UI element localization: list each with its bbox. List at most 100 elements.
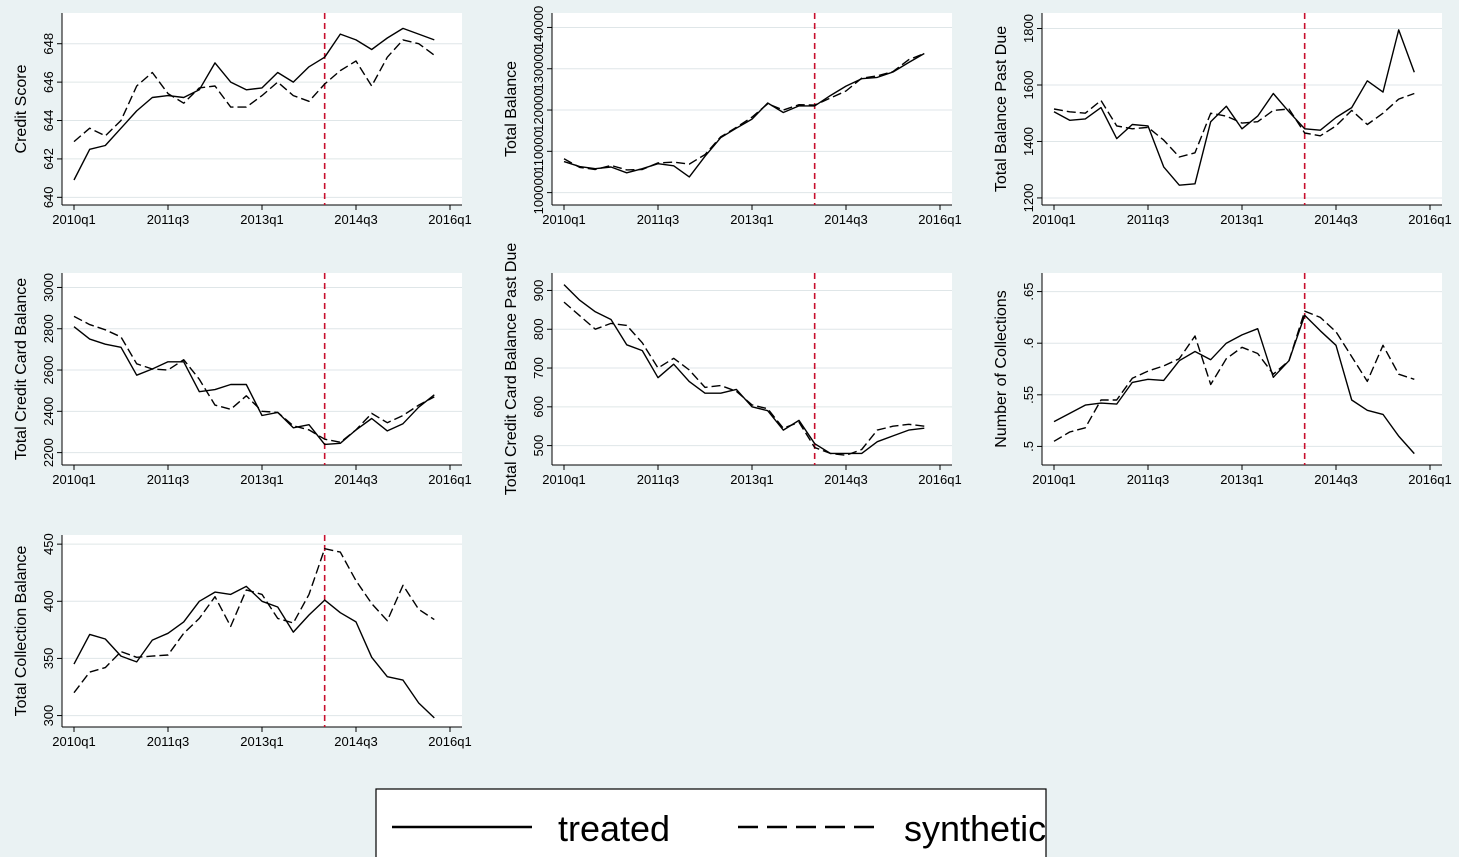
y-tick-label: 1400 bbox=[1021, 127, 1036, 156]
y-tick-label: 800 bbox=[531, 318, 546, 340]
y-tick-label: .5 bbox=[1021, 441, 1036, 452]
y-axis-title: Total Credit Card Balance Past Due bbox=[503, 243, 520, 496]
x-tick-label: 2010q1 bbox=[52, 734, 95, 749]
x-tick-label: 2016q1 bbox=[428, 734, 471, 749]
x-tick-label: 2016q1 bbox=[918, 212, 961, 227]
y-tick-label: 350 bbox=[41, 648, 56, 670]
panel-4: 500 600 700 800 900 2010q1 2011q3 2013q1 2014q3 2… bbox=[503, 243, 962, 496]
y-axis-title: Credit Score bbox=[13, 64, 30, 153]
x-tick-label: 2011q3 bbox=[1127, 212, 1169, 227]
y-tick-label: 2600 bbox=[41, 356, 56, 385]
series-treated-line bbox=[563, 52, 925, 178]
x-tick-label: 2011q3 bbox=[147, 212, 189, 227]
x-tick-label: 2010q1 bbox=[52, 472, 95, 487]
y-tick-label: 2200 bbox=[41, 438, 56, 467]
y-tick-label: 1200 bbox=[1021, 183, 1036, 212]
x-tick-label: 2014q3 bbox=[1314, 212, 1357, 227]
y-tick-label: .6 bbox=[1021, 338, 1036, 349]
x-tick-label: 2014q3 bbox=[334, 734, 377, 749]
panel-2: 1200 1400 1600 1800 2010q1 2011q3 2013q1 2014q3… bbox=[993, 13, 1452, 227]
x-tick-label: 2014q3 bbox=[824, 472, 867, 487]
y-tick-label: 642 bbox=[41, 148, 56, 170]
y-axis-title: Total Collection Balance bbox=[13, 546, 30, 717]
y-tick-label: 700 bbox=[531, 357, 546, 379]
y-tick-label: 2400 bbox=[41, 397, 56, 426]
y-tick-label: 400 bbox=[41, 590, 56, 612]
x-tick-label: 2011q3 bbox=[147, 472, 189, 487]
legend-synthetic-label: synthetic bbox=[904, 808, 1046, 849]
series-treated-line bbox=[73, 326, 435, 446]
x-tick-label: 2014q3 bbox=[334, 212, 377, 227]
y-tick-label: 646 bbox=[41, 71, 56, 93]
series-synthetic-line bbox=[73, 548, 435, 694]
plot-area bbox=[62, 273, 462, 465]
x-tick-label: 2016q1 bbox=[428, 472, 471, 487]
series-synthetic-line bbox=[73, 315, 435, 443]
y-tick-label: .55 bbox=[1021, 386, 1036, 404]
y-tick-label: 100000 bbox=[531, 171, 546, 214]
y-tick-label: 500 bbox=[531, 435, 546, 457]
x-tick-label: 2013q1 bbox=[240, 734, 283, 749]
x-tick-label: 2010q1 bbox=[52, 212, 95, 227]
y-axis-title: Total Credit Card Balance bbox=[13, 278, 30, 460]
x-tick-label: 2011q3 bbox=[637, 212, 679, 227]
x-tick-label: 2010q1 bbox=[542, 212, 585, 227]
legend: treated synthetic bbox=[375, 788, 1047, 857]
x-tick-label: 2014q3 bbox=[824, 212, 867, 227]
panel-6: 300 350 400 450 2010q1 2011q3 2013q1 2014q3 2016… bbox=[13, 533, 472, 749]
series-treated-line bbox=[1053, 314, 1415, 455]
series-synthetic-line bbox=[563, 52, 925, 171]
plot-area bbox=[1042, 13, 1442, 205]
series-synthetic-line bbox=[563, 301, 925, 456]
plot-area bbox=[1042, 273, 1442, 465]
y-tick-label: 3000 bbox=[41, 273, 56, 302]
panel-5: .5 .55 .6 .65 2010q1 2011q3 2013q1 2014q3 2016q1… bbox=[993, 273, 1452, 487]
y-tick-label: 2800 bbox=[41, 314, 56, 343]
series-synthetic-line bbox=[73, 39, 435, 143]
series-treated-line bbox=[1053, 29, 1415, 186]
series-treated-line bbox=[563, 284, 925, 455]
x-tick-label: 2010q1 bbox=[1032, 212, 1075, 227]
x-tick-label: 2013q1 bbox=[240, 212, 283, 227]
y-tick-label: 300 bbox=[41, 705, 56, 727]
y-tick-label: 1800 bbox=[1021, 14, 1036, 43]
plot-area bbox=[552, 13, 952, 205]
x-tick-label: 2010q1 bbox=[542, 472, 585, 487]
x-tick-label: 2016q1 bbox=[1408, 212, 1451, 227]
y-tick-label: 450 bbox=[41, 533, 56, 555]
series-synthetic-line bbox=[1053, 92, 1415, 158]
y-axis-title: Total Balance bbox=[503, 61, 520, 157]
y-tick-label: 140000 bbox=[531, 6, 546, 49]
legend-treated-label: treated bbox=[558, 808, 670, 849]
x-tick-label: 2013q1 bbox=[1220, 472, 1263, 487]
x-tick-label: 2014q3 bbox=[1314, 472, 1357, 487]
y-tick-label: 130000 bbox=[531, 47, 546, 90]
y-tick-label: 1600 bbox=[1021, 71, 1036, 100]
x-tick-label: 2011q3 bbox=[147, 734, 189, 749]
y-tick-label: 110000 bbox=[531, 130, 546, 172]
legend-box bbox=[375, 788, 1047, 857]
series-treated-line bbox=[73, 585, 435, 719]
x-tick-label: 2010q1 bbox=[1032, 472, 1075, 487]
series-treated-line bbox=[73, 27, 435, 181]
x-tick-label: 2016q1 bbox=[428, 212, 471, 227]
y-tick-label: 900 bbox=[531, 280, 546, 302]
plot-area bbox=[62, 535, 462, 727]
series-synthetic-line bbox=[1053, 310, 1415, 442]
y-tick-label: 120000 bbox=[531, 88, 546, 131]
x-tick-label: 2014q3 bbox=[334, 472, 377, 487]
x-tick-label: 2011q3 bbox=[1127, 472, 1169, 487]
plot-area bbox=[62, 13, 462, 205]
y-axis-title: Total Balance Past Due bbox=[993, 26, 1010, 192]
x-tick-label: 2013q1 bbox=[1220, 212, 1263, 227]
y-tick-label: 648 bbox=[41, 33, 56, 55]
panel-0: 640 642 644 646 648 2010q1 2011q3 2013q1 2014q3 2… bbox=[13, 13, 472, 227]
x-tick-label: 2016q1 bbox=[1408, 472, 1451, 487]
x-tick-label: 2013q1 bbox=[730, 472, 773, 487]
y-tick-label: 644 bbox=[41, 110, 56, 132]
x-tick-label: 2011q3 bbox=[637, 472, 679, 487]
y-tick-label: 600 bbox=[531, 396, 546, 418]
